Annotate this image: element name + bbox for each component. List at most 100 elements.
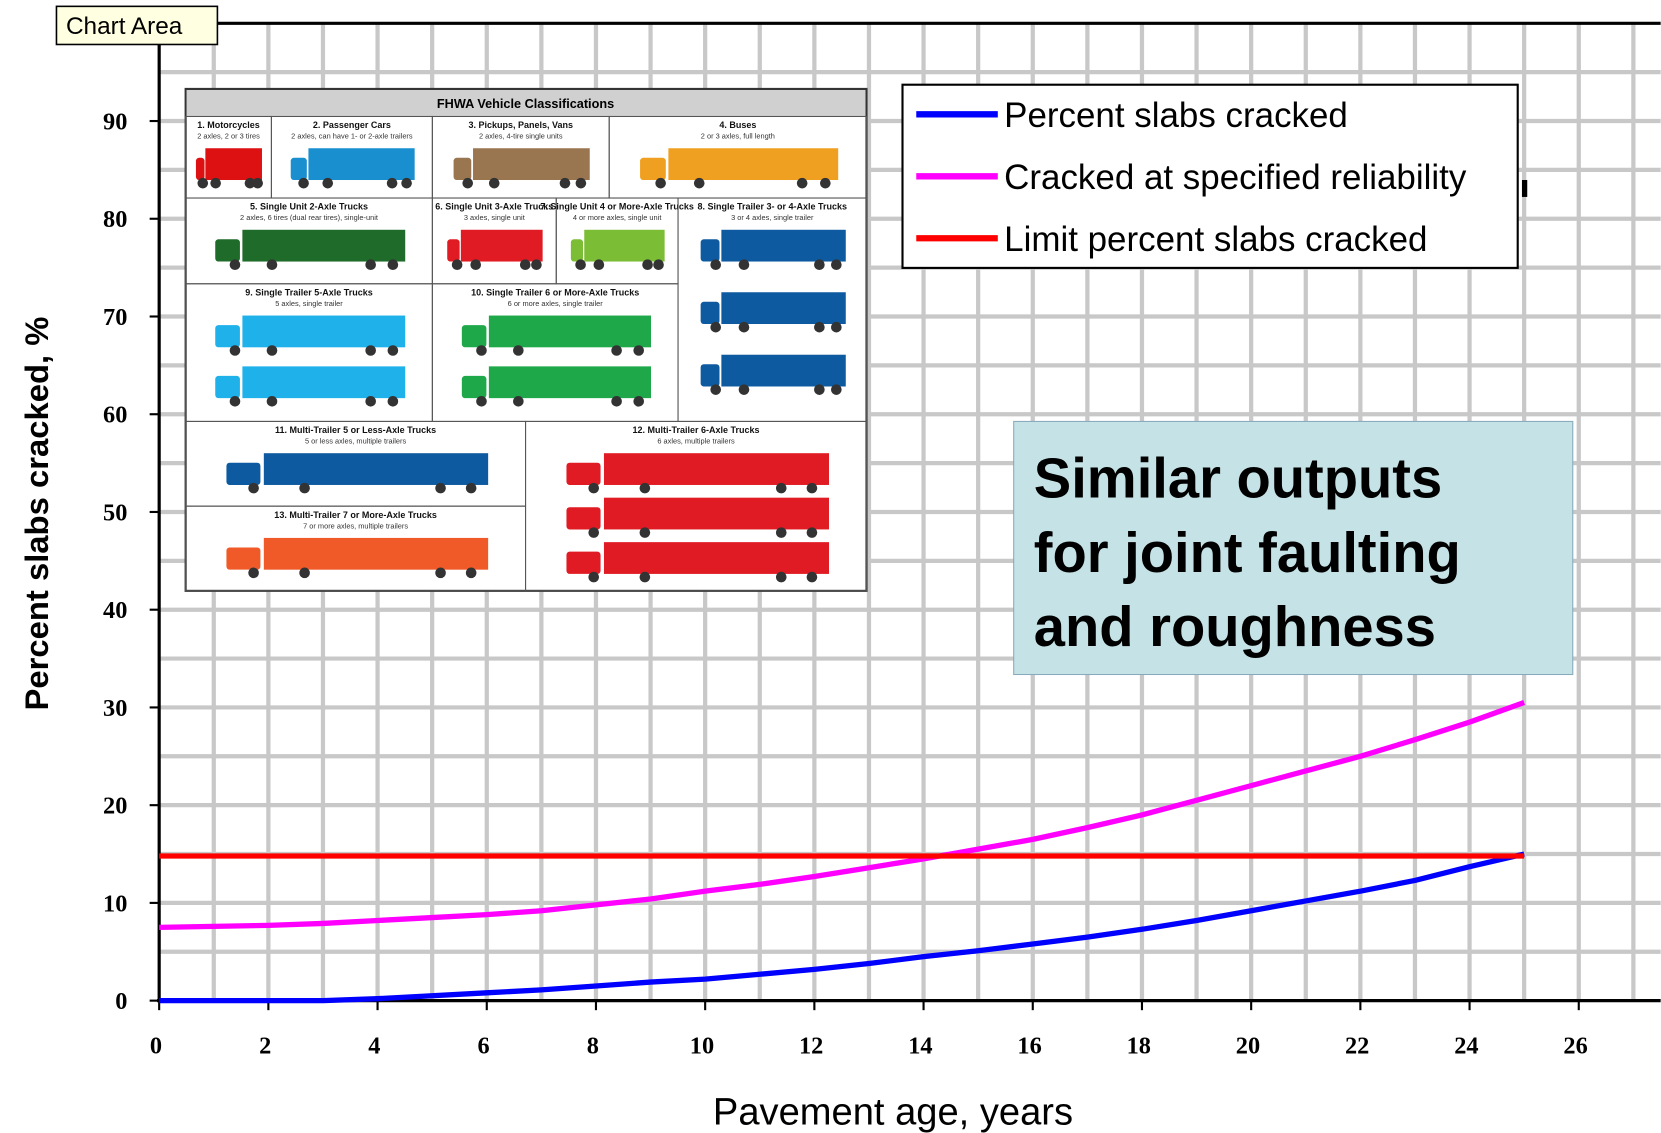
series-line [159, 703, 1524, 928]
vehicle-body [721, 292, 845, 324]
annotation: Similar outputs for joint faulting and r… [1014, 421, 1573, 674]
vehicle-wheel [299, 483, 310, 494]
vehicle-cab [215, 239, 240, 261]
vehicle-wheel [462, 178, 473, 189]
x-tick-label: 26 [1563, 1033, 1587, 1060]
x-tick-label: 16 [1017, 1033, 1041, 1060]
vehicle-wheel [401, 178, 412, 189]
vehicle-body [242, 230, 405, 262]
vehicle-cab [566, 552, 600, 574]
vehicle-wheel [831, 259, 842, 270]
legend-label: Limit percent slabs cracked [1004, 220, 1427, 259]
legend-cursor [1522, 180, 1527, 197]
vehicle-cab [640, 158, 666, 180]
vehicle-wheel [365, 396, 376, 407]
inset-cell-label: 13. Multi-Trailer 7 or More-Axle Trucks [274, 510, 437, 520]
inset-cell-desc: 2 axles, 4-tire single units [479, 132, 563, 141]
vehicle-body [308, 148, 414, 180]
vehicle-wheel [466, 568, 477, 579]
vehicle-body [604, 453, 829, 485]
inset-cell-desc: 2 axles, 2 or 3 tires [197, 132, 260, 141]
chart: 0246810121416182022242601020304050607080… [0, 0, 1661, 1133]
vehicle-wheel [831, 384, 842, 395]
vehicle-wheel [388, 396, 399, 407]
vehicle-wheel [588, 572, 599, 583]
vehicle-wheel [476, 396, 487, 407]
vehicle-wheel [807, 483, 818, 494]
vehicle-wheel [594, 259, 605, 270]
vehicle-wheel [814, 384, 825, 395]
vehicle-wheel [831, 322, 842, 333]
vehicle-wheel [611, 345, 622, 356]
inset-cell-label: 10. Single Trailer 6 or More-Axle Trucks [471, 287, 639, 297]
vehicle-body [489, 316, 651, 348]
inset-cell-label: 9. Single Trailer 5-Axle Trucks [245, 287, 373, 297]
vehicle-cab [701, 302, 720, 324]
vehicle-cab [454, 158, 472, 180]
y-tick-label: 90 [103, 109, 127, 136]
vehicle-wheel [248, 483, 259, 494]
vehicle-wheel [470, 259, 481, 270]
vehicle-wheel [252, 178, 263, 189]
inset-cell-desc: 5 or less axles, multiple trailers [305, 437, 407, 446]
vehicle-wheel [655, 178, 666, 189]
vehicle-wheel [710, 322, 721, 333]
inset-cell-label: 5. Single Unit 2-Axle Trucks [250, 202, 368, 212]
legend-label: Percent slabs cracked [1004, 96, 1348, 135]
vehicle-body [242, 366, 405, 398]
vehicle-wheel [299, 568, 310, 579]
x-axis-label: Pavement age, years [713, 1092, 1073, 1133]
inset-cell-label: 7. Single Unit 4 or More-Axle Trucks [540, 202, 694, 212]
annotation-line: Similar outputs [1034, 447, 1442, 510]
vehicle-wheel [365, 345, 376, 356]
y-tick-label: 70 [103, 304, 127, 331]
vehicle-wheel [588, 527, 599, 538]
vehicle-cab [566, 463, 600, 485]
vehicle-wheel [520, 259, 531, 270]
vehicle-wheel [640, 527, 651, 538]
vehicle-cab [226, 547, 260, 569]
x-tick-label: 20 [1236, 1033, 1260, 1060]
legend: Percent slabs crackedCracked at specifie… [903, 85, 1528, 268]
y-tick-label: 50 [103, 499, 127, 526]
y-tick-label: 20 [103, 793, 127, 820]
page: {"chart_data":{"type":"line", "xlabel":"… [0, 0, 1661, 1133]
vehicle-body [461, 230, 543, 262]
y-tick-label: 60 [103, 402, 127, 429]
vehicle-wheel [267, 345, 278, 356]
vehicle-cab [291, 158, 307, 180]
vehicle-wheel [694, 178, 705, 189]
vehicle-cab [215, 376, 240, 398]
vehicle-wheel [739, 322, 750, 333]
vehicle-wheel [710, 259, 721, 270]
vehicle-wheel [776, 572, 787, 583]
y-tick-label: 10 [103, 890, 127, 917]
inset-cell-desc: 6 axles, multiple trailers [657, 437, 735, 446]
x-tick-label: 12 [799, 1033, 823, 1060]
tooltip-text: Chart Area [66, 13, 183, 40]
vehicle-wheel [575, 259, 586, 270]
x-tick-label: 8 [587, 1033, 599, 1060]
x-tick-label: 22 [1345, 1033, 1369, 1060]
inset-cell-label: 12. Multi-Trailer 6-Axle Trucks [632, 425, 759, 435]
vehicle-wheel [807, 572, 818, 583]
vehicle-body [584, 230, 664, 262]
vehicle-wheel [776, 527, 787, 538]
vehicle-wheel [642, 259, 653, 270]
vehicle-wheel [739, 259, 750, 270]
x-tick-label: 18 [1127, 1033, 1151, 1060]
x-tick-label: 0 [150, 1033, 162, 1060]
inset-cell-desc: 5 axles, single trailer [275, 299, 343, 308]
vehicle-wheel [807, 527, 818, 538]
vehicle-wheel [387, 178, 398, 189]
vehicle-wheel [633, 396, 644, 407]
vehicle-wheel [230, 396, 241, 407]
vehicle-body [473, 148, 590, 180]
vehicle-wheel [435, 483, 446, 494]
x-tick-label: 4 [368, 1033, 380, 1060]
vehicle-wheel [640, 483, 651, 494]
y-tick-label: 80 [103, 206, 127, 233]
inset-cell-label: 4. Buses [719, 120, 756, 130]
vehicle-wheel [611, 396, 622, 407]
vehicle-wheel [489, 178, 500, 189]
